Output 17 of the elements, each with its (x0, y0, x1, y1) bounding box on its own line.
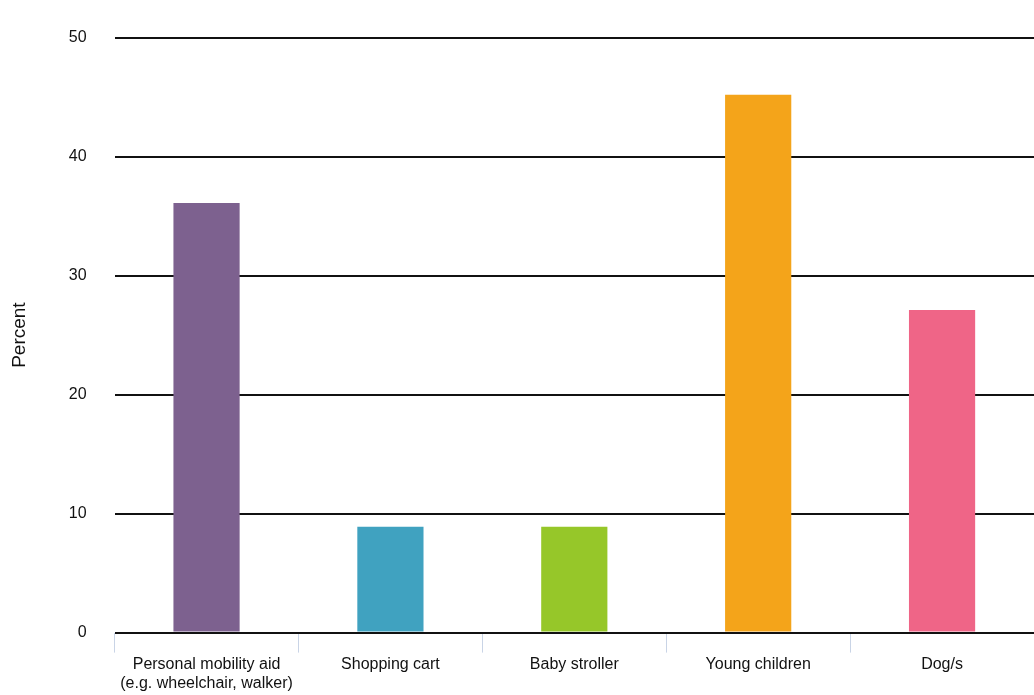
bar (541, 526, 608, 632)
y-tick-label: 20 (68, 385, 87, 403)
y-tick-label: 0 (77, 623, 87, 641)
bar (725, 94, 792, 632)
y-tick-label: 10 (68, 504, 87, 522)
y-tick-label: 30 (68, 266, 87, 284)
x-tick-label: Baby stroller (529, 654, 620, 672)
bar (357, 526, 424, 632)
x-tick-label: Shopping cart (341, 654, 441, 672)
y-tick-label: 50 (68, 28, 87, 46)
x-tick-label: Young children (705, 654, 811, 672)
bar (908, 310, 976, 632)
x-tick-label: Dog/s (921, 654, 963, 672)
y-axis-title: Percent (7, 301, 29, 368)
y-tick-label: 40 (68, 147, 87, 165)
x-tick-label: Personal mobility aid (e.g. wheelchair, walker) (120, 654, 293, 691)
bar (173, 203, 240, 632)
